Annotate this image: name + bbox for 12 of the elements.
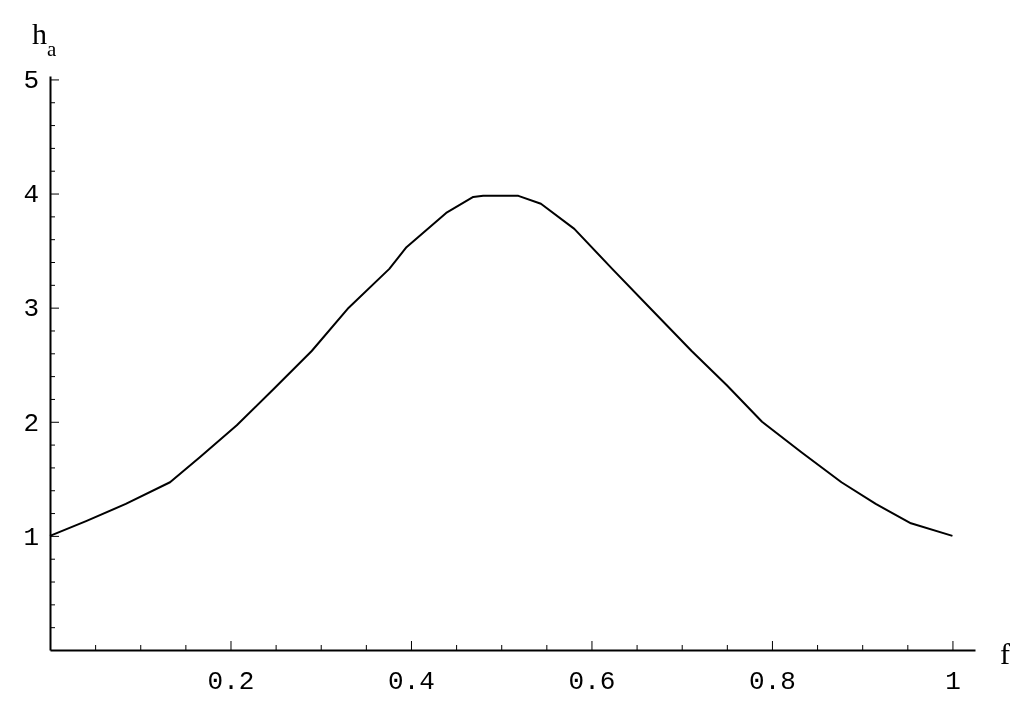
- x-tick-label: 1: [945, 667, 961, 698]
- y-axis-title: h$_{a}$: [32, 17, 57, 61]
- x-tick-label: 0.2: [207, 667, 255, 698]
- y-tick-label: 3: [23, 294, 40, 325]
- x-axis-title: f: [1000, 637, 1010, 670]
- x-tick-label: 0.8: [749, 667, 796, 698]
- x-tick-label: 0.6: [568, 667, 616, 698]
- y-tick-label: 5: [23, 66, 40, 97]
- y-tick-label: 4: [23, 180, 40, 211]
- x-tick-label: 0.4: [388, 667, 435, 698]
- y-tick-label: 2: [23, 408, 40, 439]
- y-tick-label: 1: [23, 522, 40, 553]
